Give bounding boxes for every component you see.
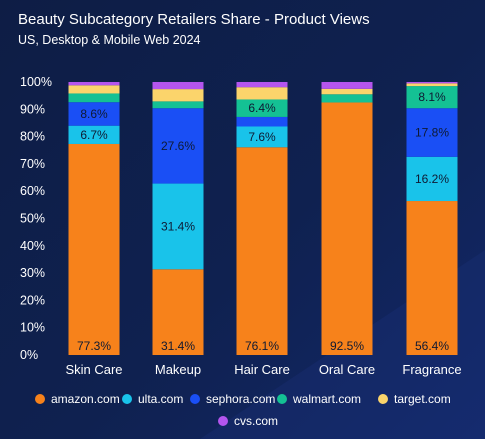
bar-segment-amazon xyxy=(236,147,288,355)
data-label: 77.3% xyxy=(77,339,111,353)
bar-segment-cvs xyxy=(236,82,288,88)
legend-label: walmart.com xyxy=(292,392,361,406)
y-tick-label: 0% xyxy=(20,348,38,362)
legend-label: amazon.com xyxy=(51,392,120,406)
bar-segment-sephora xyxy=(236,116,288,127)
bar-segment-ulta xyxy=(236,126,288,148)
data-label: 6.4% xyxy=(248,101,276,115)
data-label: 8.6% xyxy=(80,107,108,121)
bar-segment-amazon xyxy=(68,143,120,355)
bar-segment-target xyxy=(321,88,373,95)
bar-segment-cvs xyxy=(152,82,204,90)
legend-label: ulta.com xyxy=(138,392,183,406)
x-tick-label: Skin Care xyxy=(65,362,122,377)
bar-segment-target xyxy=(406,83,458,87)
x-tick-label: Fragrance xyxy=(402,362,461,377)
bar-segment-cvs xyxy=(68,82,120,86)
bar-segment-target xyxy=(236,87,288,100)
data-label: 31.4% xyxy=(161,219,195,233)
bar-segment-ulta xyxy=(152,183,204,270)
bar-segment-sephora xyxy=(152,108,204,184)
x-tick-label: Hair Care xyxy=(234,362,290,377)
legend-label: cvs.com xyxy=(234,414,278,428)
bar-segment-amazon xyxy=(152,269,204,355)
y-tick-label: 70% xyxy=(20,157,45,171)
bar-segment-target xyxy=(68,85,120,94)
data-label: 17.8% xyxy=(415,126,449,140)
chart-subtitle: US, Desktop & Mobile Web 2024 xyxy=(18,33,201,47)
bar-segment-ulta xyxy=(406,156,458,202)
bar-segment-walmart xyxy=(321,94,373,103)
bar-segment-walmart xyxy=(152,101,204,109)
data-label: 56.4% xyxy=(415,339,449,353)
bar-segment-amazon xyxy=(321,102,373,355)
x-tick-label: Oral Care xyxy=(319,362,375,377)
bar-segment-ulta xyxy=(68,125,120,144)
y-tick-label: 60% xyxy=(20,184,45,198)
bar-segment-sephora xyxy=(406,108,458,157)
legend-swatch-ulta xyxy=(122,394,132,404)
y-tick-label: 30% xyxy=(20,266,45,280)
y-tick-label: 20% xyxy=(20,293,45,307)
data-label: 27.6% xyxy=(161,139,195,153)
data-label: 7.6% xyxy=(248,130,276,144)
data-label: 6.7% xyxy=(80,128,108,142)
y-tick-label: 40% xyxy=(20,239,45,253)
bar-segment-amazon xyxy=(406,201,458,355)
bar-segment-walmart xyxy=(406,86,458,109)
y-tick-label: 10% xyxy=(20,321,45,335)
data-label: 8.1% xyxy=(418,90,446,104)
legend-label: sephora.com xyxy=(206,392,275,406)
y-tick-label: 80% xyxy=(20,130,45,144)
bar-segment-cvs xyxy=(406,82,458,84)
data-label: 16.2% xyxy=(415,172,449,186)
y-tick-label: 90% xyxy=(20,102,45,116)
chart-title: Beauty Subcategory Retailers Share - Pro… xyxy=(18,11,370,28)
y-tick-label: 50% xyxy=(20,212,45,226)
legend-swatch-cvs xyxy=(218,416,228,426)
bar-segment-cvs xyxy=(321,82,373,89)
data-label: 76.1% xyxy=(245,339,279,353)
x-tick-label: Makeup xyxy=(155,362,201,377)
legend-swatch-target xyxy=(378,394,388,404)
bar-segment-sephora xyxy=(68,102,120,126)
data-label: 31.4% xyxy=(161,339,195,353)
legend-label: target.com xyxy=(394,392,451,406)
legend-swatch-walmart xyxy=(277,394,287,404)
y-tick-label: 100% xyxy=(20,75,52,89)
legend-swatch-sephora xyxy=(190,394,200,404)
data-label: 92.5% xyxy=(330,339,364,353)
legend-swatch-amazon xyxy=(35,394,45,404)
bar-segment-walmart xyxy=(236,99,288,117)
bar-segment-target xyxy=(152,89,204,102)
bar-segment-walmart xyxy=(68,93,120,103)
